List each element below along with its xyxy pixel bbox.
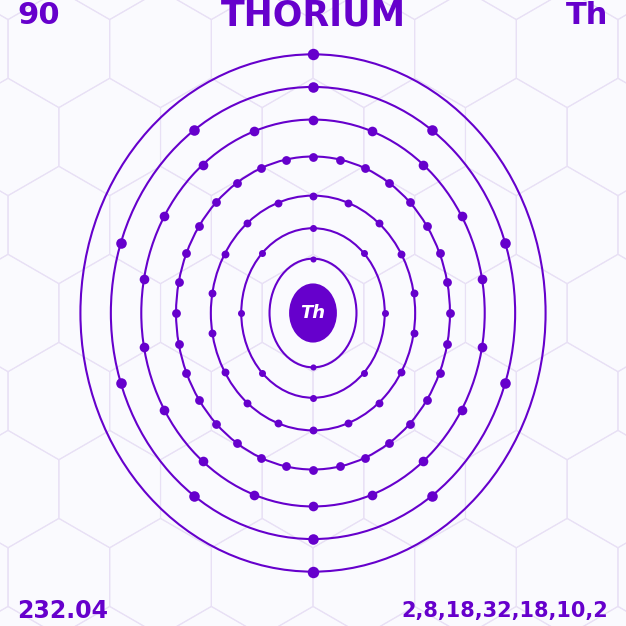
Text: Th: Th [300,304,326,322]
Text: THORIUM: THORIUM [220,0,406,32]
Text: Th: Th [567,1,608,29]
Ellipse shape [289,284,337,342]
Text: 90: 90 [18,1,60,29]
Text: 232.04: 232.04 [18,599,108,623]
Text: 2,8,18,32,18,10,2: 2,8,18,32,18,10,2 [402,601,608,621]
